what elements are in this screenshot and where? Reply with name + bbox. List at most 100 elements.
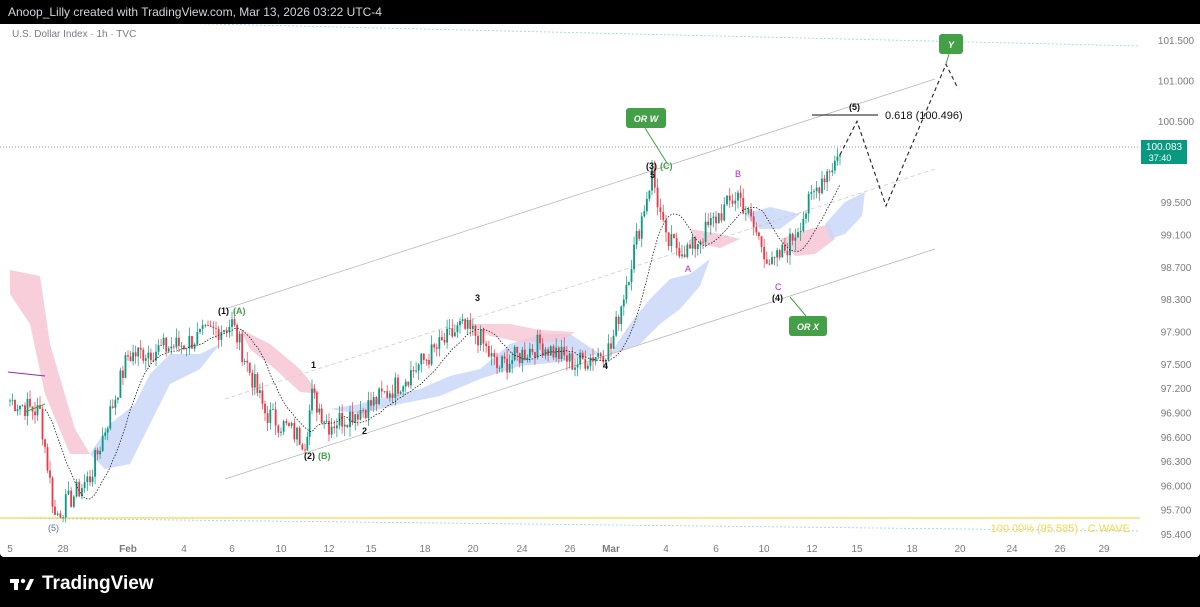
author-bar: Anoop_Lilly created with TradingView.com… (0, 0, 1200, 24)
candle-body (506, 358, 509, 373)
candle-body (41, 408, 44, 440)
candle-body (389, 393, 391, 398)
candle-body (528, 348, 531, 358)
footer: TradingView (0, 560, 1200, 607)
candle-body (323, 421, 326, 423)
candle-body (94, 450, 96, 477)
time-tick: 18 (906, 544, 918, 555)
candle-body (109, 406, 112, 429)
candle-body (771, 257, 773, 264)
candle-body (487, 346, 490, 357)
candle-body (645, 198, 648, 212)
candle-body (99, 450, 102, 455)
candle-body (72, 496, 75, 507)
candle-body (643, 211, 646, 217)
chart-panel[interactable]: U.S. Dollar Index · 1h · TVC (0, 18, 1200, 557)
candle-body (330, 426, 333, 435)
candle-body (175, 337, 178, 348)
bottom-fib-dotted (0, 517, 1141, 532)
candle-body (456, 325, 459, 333)
candle-body (225, 330, 228, 333)
price-tick: 99.500 (1161, 198, 1192, 209)
wave-label-5: (5) (849, 102, 860, 112)
outer-channel-top (0, 18, 1141, 47)
candle-body (715, 216, 717, 224)
candle-body (815, 187, 818, 192)
candle-body (451, 328, 454, 337)
candle-body (433, 344, 436, 348)
candle-body (477, 335, 479, 346)
candle-body (599, 353, 602, 357)
time-tick: 26 (564, 544, 576, 555)
candle-body (648, 190, 651, 199)
price-axis[interactable]: 101.500 101.000 100.500 99.500 99.100 98.700 9… (1158, 36, 1195, 541)
candle-body (298, 427, 301, 445)
candle-body (306, 436, 309, 451)
candle-body (162, 337, 165, 346)
candle-body (607, 343, 610, 361)
candle-body (696, 244, 699, 250)
time-tick: 24 (516, 544, 528, 555)
candle-body (516, 346, 519, 353)
candle-body (828, 171, 831, 173)
or-x-pointer (789, 296, 807, 317)
candle-body (783, 244, 786, 251)
candle-body (571, 353, 574, 370)
candle-body (104, 432, 107, 436)
candle-body (422, 353, 425, 360)
price-tick: 96.000 (1161, 481, 1192, 492)
time-tick: 20 (467, 544, 479, 555)
candle-body (308, 410, 311, 437)
candle-body (818, 187, 821, 194)
time-axis[interactable]: 5 28 Feb 4 6 10 12 15 18 20 24 26 Mar 4 6 10 12 15 18 20 24 2… (7, 544, 1110, 555)
last-price-badge: 100.083 37:40 (1141, 140, 1187, 164)
candle-body (566, 355, 568, 362)
candle-body (116, 397, 119, 400)
candle-body (523, 349, 526, 360)
candle-body (253, 373, 256, 388)
candle-body (170, 346, 173, 349)
candle-body (659, 207, 662, 213)
candle-body (617, 316, 620, 325)
candle-body (191, 335, 193, 349)
candle-body (282, 421, 285, 432)
candle-body (826, 171, 829, 183)
candle-body (539, 334, 541, 344)
candle-body (635, 230, 638, 245)
cloud-bear-5 (780, 224, 835, 256)
fib-label-c-wave: 100.00% (95.585) - C WAVE (991, 523, 1130, 535)
wave-label-5-start: (5) (48, 523, 59, 533)
cloud-bear-4 (690, 229, 740, 248)
candle-body (633, 244, 635, 270)
candle-body (333, 426, 336, 429)
candle-body (742, 197, 745, 214)
candle-body (493, 353, 496, 357)
candle-body (44, 439, 46, 448)
candle-body (243, 360, 246, 363)
candle-body (459, 320, 461, 326)
candle-body (453, 332, 456, 337)
candle-body (75, 481, 78, 497)
candle-body (132, 352, 134, 362)
candle-body (810, 192, 813, 194)
tradingview-logo[interactable]: TradingView (10, 573, 154, 595)
cloud-bear-1 (10, 270, 90, 454)
or-w-box: OR W (626, 108, 666, 128)
candle-body (394, 377, 397, 398)
candle-body (157, 345, 160, 352)
candle-body (581, 352, 584, 359)
candle-body (21, 405, 24, 407)
subwave-A: A (685, 264, 691, 274)
time-tick: 10 (275, 544, 287, 555)
candle-body (304, 449, 306, 451)
candle-body (471, 325, 474, 330)
candle-body (101, 435, 104, 451)
candle-body (124, 355, 127, 378)
candle-body (220, 331, 223, 340)
candle-body (678, 248, 681, 257)
candle-body (215, 328, 217, 329)
price-chart[interactable]: U.S. Dollar Index · 1h · TVC (0, 18, 1200, 557)
candle-body (296, 427, 298, 440)
candle-body (656, 187, 659, 208)
candle-body (602, 356, 605, 362)
